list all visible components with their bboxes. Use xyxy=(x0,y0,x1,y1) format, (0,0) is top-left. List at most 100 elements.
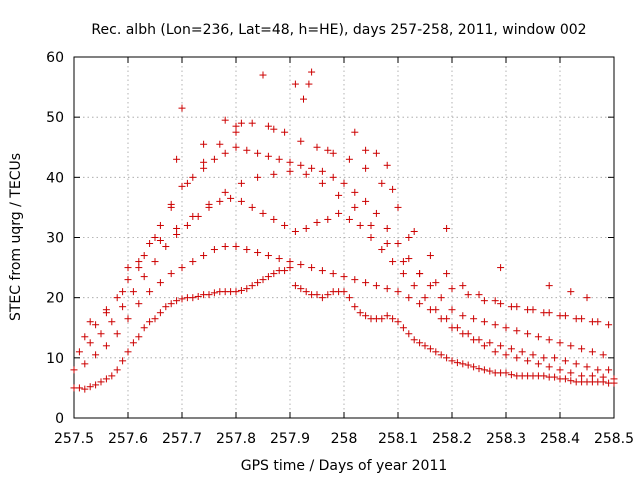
data-point xyxy=(497,300,505,308)
data-point xyxy=(475,365,483,373)
data-point xyxy=(545,309,553,317)
data-point xyxy=(232,122,240,130)
y-tick-label: 40 xyxy=(46,170,64,186)
data-point xyxy=(567,288,575,296)
data-point xyxy=(308,68,316,76)
data-point xyxy=(416,270,424,278)
data-point xyxy=(243,246,251,254)
data-point xyxy=(97,330,105,338)
data-point xyxy=(124,264,132,272)
data-point xyxy=(497,342,505,350)
data-point xyxy=(486,367,494,375)
data-point xyxy=(156,279,164,287)
data-point xyxy=(480,318,488,326)
data-point xyxy=(254,149,262,157)
data-point xyxy=(426,282,434,290)
data-point xyxy=(448,357,456,365)
data-point xyxy=(221,188,229,196)
data-point xyxy=(135,300,143,308)
data-point xyxy=(594,366,602,374)
data-point xyxy=(410,227,418,235)
data-point xyxy=(254,173,262,181)
data-point xyxy=(362,146,370,154)
data-point xyxy=(86,318,94,326)
data-point xyxy=(140,252,148,260)
data-point xyxy=(221,116,229,124)
data-point xyxy=(599,373,607,381)
data-point xyxy=(513,327,521,335)
data-point xyxy=(416,300,424,308)
data-point xyxy=(513,303,521,311)
data-point xyxy=(545,336,553,344)
data-point xyxy=(594,318,602,326)
data-point xyxy=(389,185,397,193)
data-point xyxy=(426,345,434,353)
data-point xyxy=(254,249,262,257)
x-tick-label: 258.1 xyxy=(378,431,418,447)
x-tick-label: 258.4 xyxy=(540,431,580,447)
data-point xyxy=(362,197,370,205)
x-tick-label: 258 xyxy=(331,431,358,447)
data-point xyxy=(189,173,197,181)
data-point xyxy=(270,170,278,178)
data-point xyxy=(518,348,526,356)
data-point xyxy=(567,377,575,385)
data-point xyxy=(372,282,380,290)
data-point xyxy=(389,315,397,323)
data-point xyxy=(459,312,467,320)
data-point xyxy=(351,128,359,136)
data-point xyxy=(556,366,564,374)
data-point xyxy=(189,212,197,220)
data-point xyxy=(583,363,591,371)
data-point xyxy=(529,351,537,359)
data-point xyxy=(281,221,289,229)
data-point xyxy=(270,215,278,223)
data-point xyxy=(173,155,181,163)
data-point xyxy=(529,306,537,314)
x-axis-label: GPS time / Days of year 2011 xyxy=(241,458,448,474)
data-point xyxy=(75,384,83,392)
data-point xyxy=(432,279,440,287)
data-point xyxy=(305,80,313,88)
data-point xyxy=(119,357,127,365)
data-point xyxy=(561,312,569,320)
data-point xyxy=(410,336,418,344)
data-point xyxy=(588,372,596,380)
data-point xyxy=(178,264,186,272)
y-tick-label: 50 xyxy=(46,110,64,126)
data-point xyxy=(302,170,310,178)
data-point xyxy=(227,194,235,202)
data-point xyxy=(270,270,278,278)
data-point xyxy=(156,309,164,317)
data-point xyxy=(443,270,451,278)
data-point xyxy=(421,294,429,302)
data-point xyxy=(300,95,307,103)
data-point xyxy=(248,119,256,127)
data-point xyxy=(578,315,586,323)
data-point xyxy=(81,360,89,368)
data-point xyxy=(129,288,137,296)
data-point xyxy=(610,375,618,383)
data-point xyxy=(335,209,343,217)
data-point xyxy=(140,273,148,281)
y-tick-label: 0 xyxy=(55,411,64,427)
data-point xyxy=(399,258,407,266)
data-point xyxy=(113,366,121,374)
data-point xyxy=(183,179,191,187)
axis-ticks xyxy=(73,56,615,419)
data-point xyxy=(345,155,353,163)
grid-lines xyxy=(74,57,614,418)
data-point xyxy=(167,270,175,278)
data-point xyxy=(291,282,299,290)
data-point xyxy=(297,261,305,269)
data-point xyxy=(275,155,283,163)
data-point xyxy=(410,282,418,290)
data-point xyxy=(119,288,127,296)
data-point xyxy=(459,282,467,290)
data-point xyxy=(583,294,591,302)
data-point xyxy=(210,289,218,297)
data-point xyxy=(221,243,229,251)
data-point xyxy=(351,276,359,284)
data-point xyxy=(75,348,83,356)
